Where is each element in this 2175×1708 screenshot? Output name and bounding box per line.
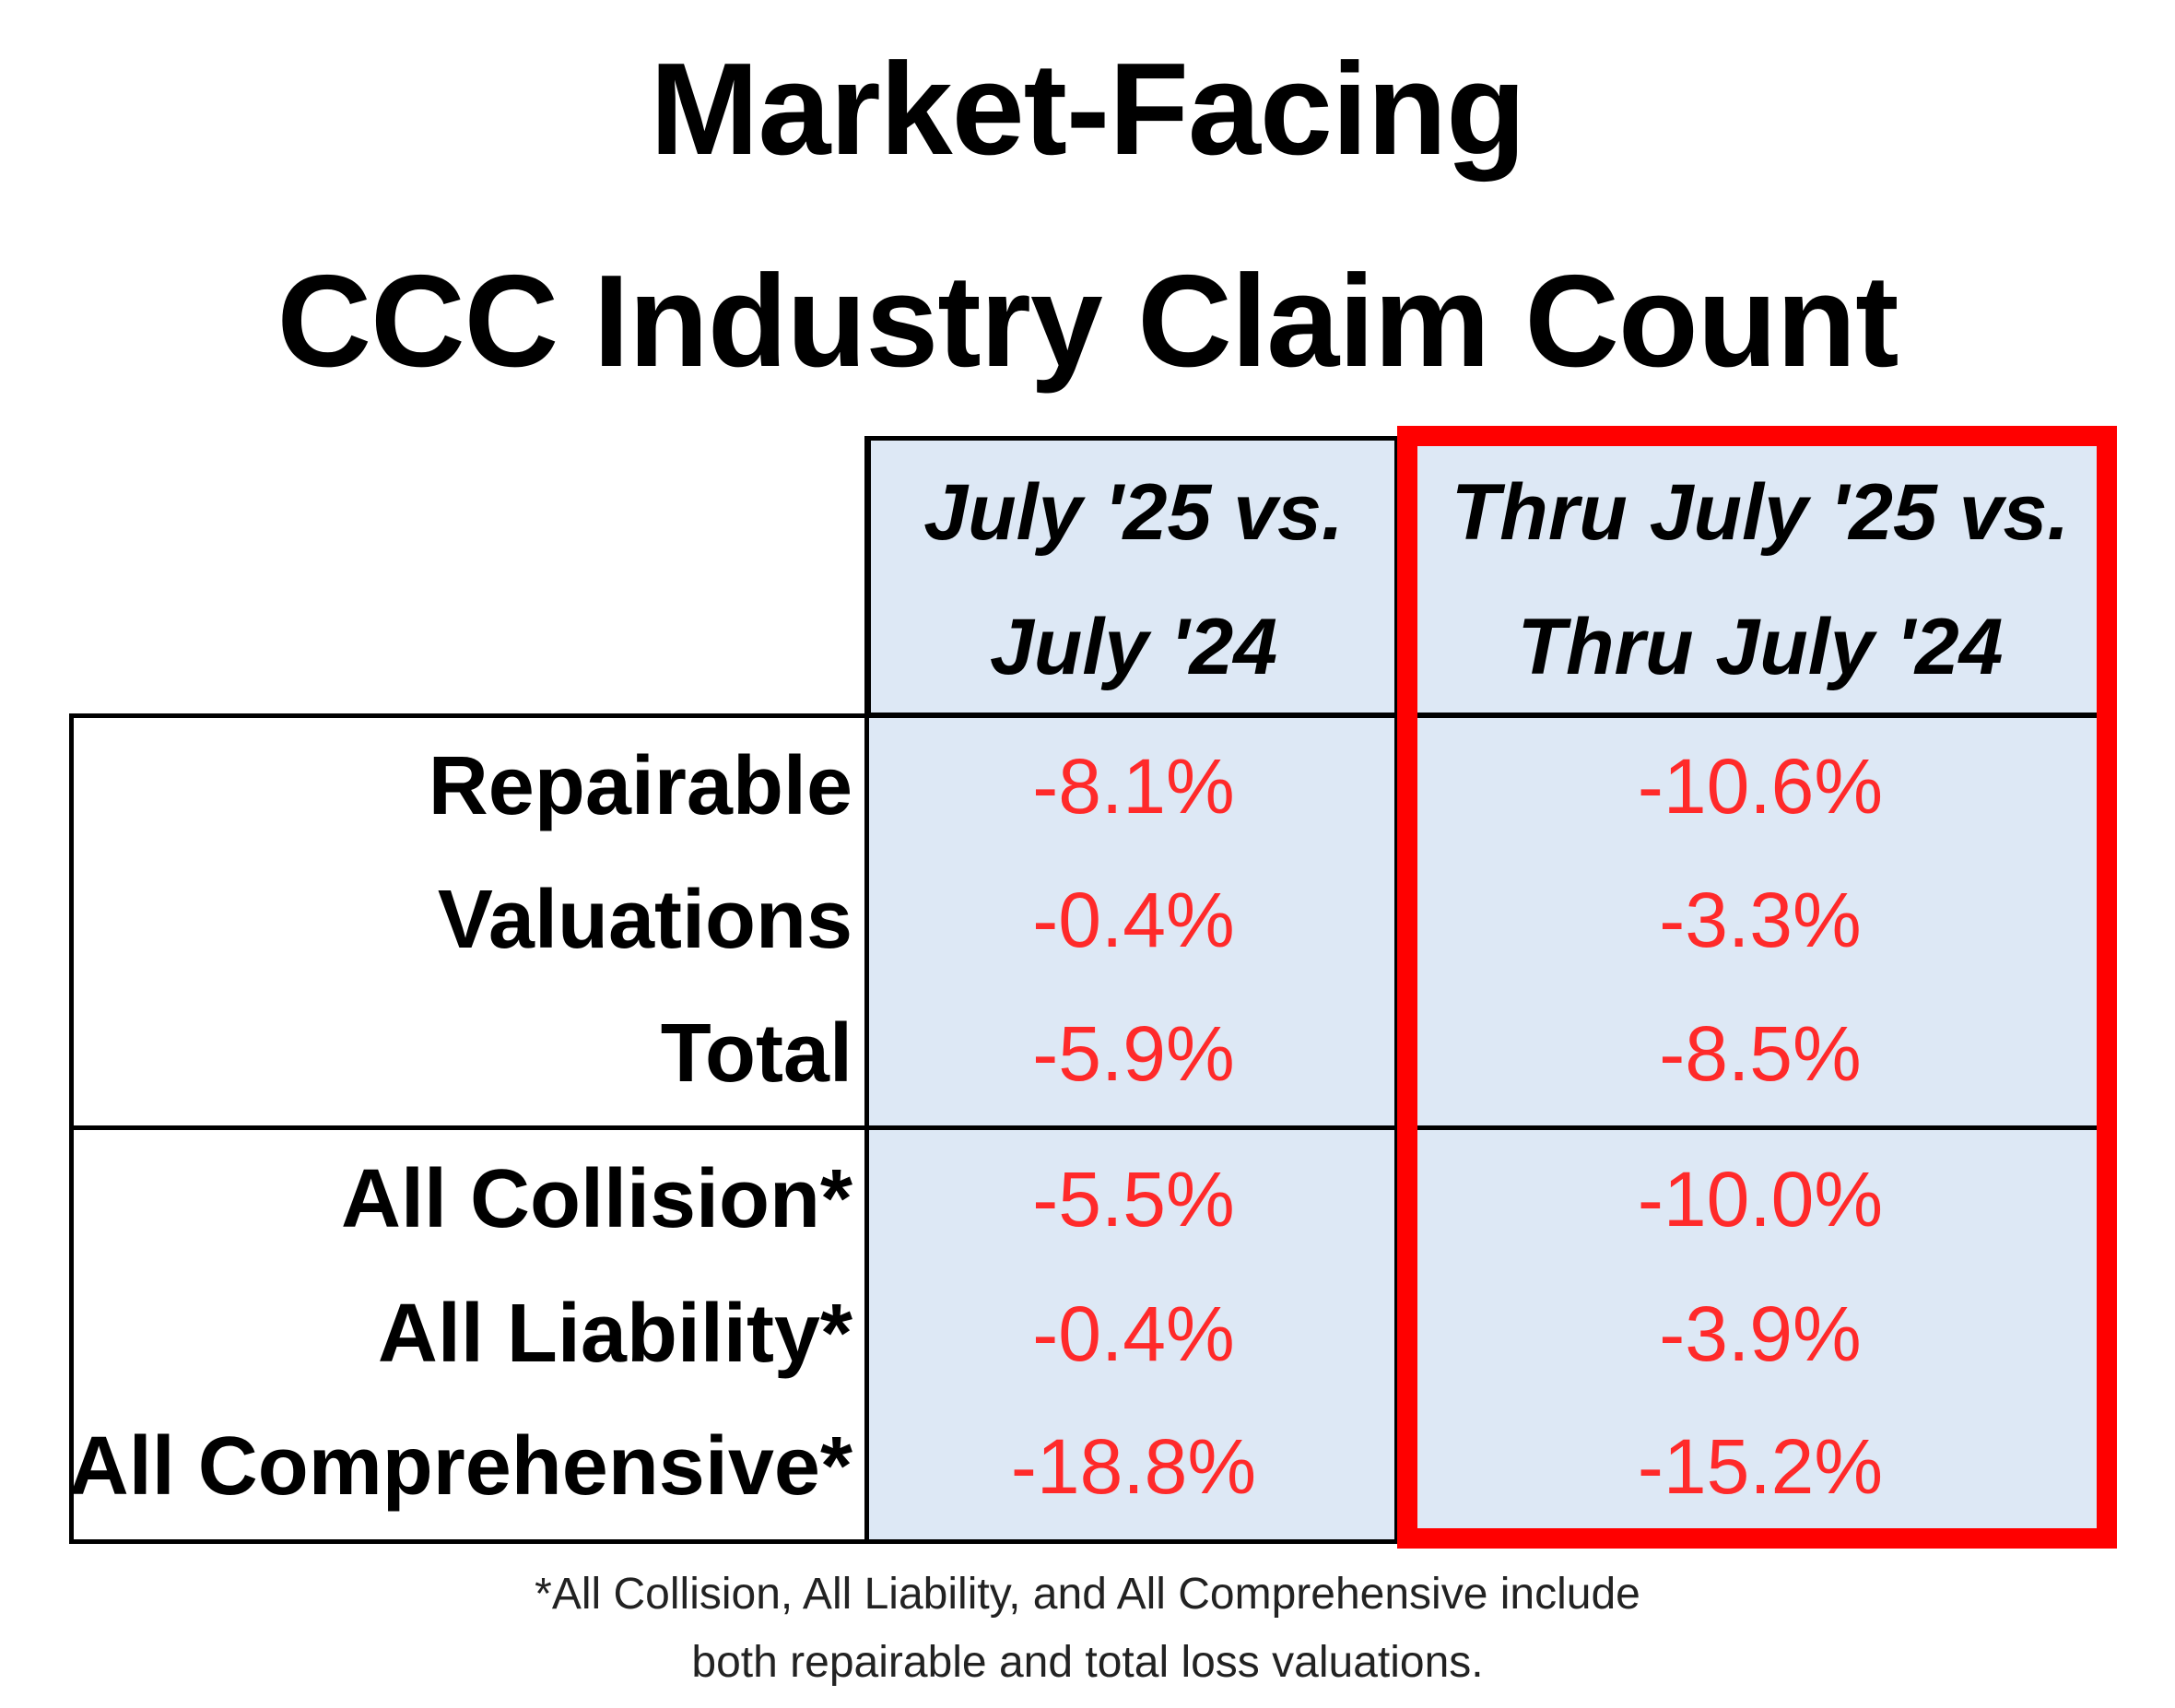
- row-label-all-collision: All Collision*: [340, 1153, 852, 1245]
- footnote-line2: both repairable and total loss valuation…: [691, 1638, 1484, 1687]
- row-value-ytd: -10.0%: [1637, 1156, 1884, 1243]
- row-value-month: -5.5%: [1032, 1156, 1235, 1243]
- row-value-ytd: -15.2%: [1637, 1423, 1884, 1510]
- label-column-divider: [864, 436, 869, 1544]
- page-title: Market-Facing: [650, 36, 1526, 183]
- col2-header-line1: Thru July '25 vs.: [1451, 468, 2070, 557]
- col1-header-line1: July '25 vs.: [923, 468, 1344, 557]
- row-label-total: Total: [660, 1007, 852, 1100]
- row-value-month: -0.4%: [1032, 1290, 1235, 1377]
- col1-background: [866, 438, 1396, 1539]
- row-value-month: -8.1%: [1032, 743, 1235, 830]
- row-value-ytd: -8.5%: [1659, 1010, 1862, 1097]
- highlight-box: [1397, 426, 2117, 1549]
- row-value-ytd: -10.6%: [1637, 743, 1884, 830]
- row-label-all-liability: All Liability*: [377, 1288, 852, 1380]
- row-label-valuations: Valuations: [437, 874, 852, 966]
- row-value-month: -18.8%: [1010, 1423, 1257, 1510]
- row-label-repairable: Repairable: [428, 740, 852, 832]
- group-divider: [69, 1125, 2117, 1130]
- value-column-divider: [1394, 436, 1399, 1544]
- row-value-month: -0.4%: [1032, 877, 1235, 963]
- row-label-all-comprehensive: All Comprehensive*: [68, 1420, 852, 1513]
- row-value-ytd: -3.9%: [1659, 1290, 1862, 1377]
- col1-header-line2: July '24: [989, 603, 1278, 691]
- col2-header-line2: Thru July '24: [1517, 603, 2004, 691]
- col2-background: [1397, 438, 2117, 1539]
- footnote-line1: *All Collision, All Liability, and All C…: [535, 1570, 1640, 1619]
- row-value-ytd: -3.3%: [1659, 877, 1862, 963]
- row-value-month: -5.9%: [1032, 1010, 1235, 1097]
- page-subtitle: CCC Industry Claim Count: [276, 248, 1899, 395]
